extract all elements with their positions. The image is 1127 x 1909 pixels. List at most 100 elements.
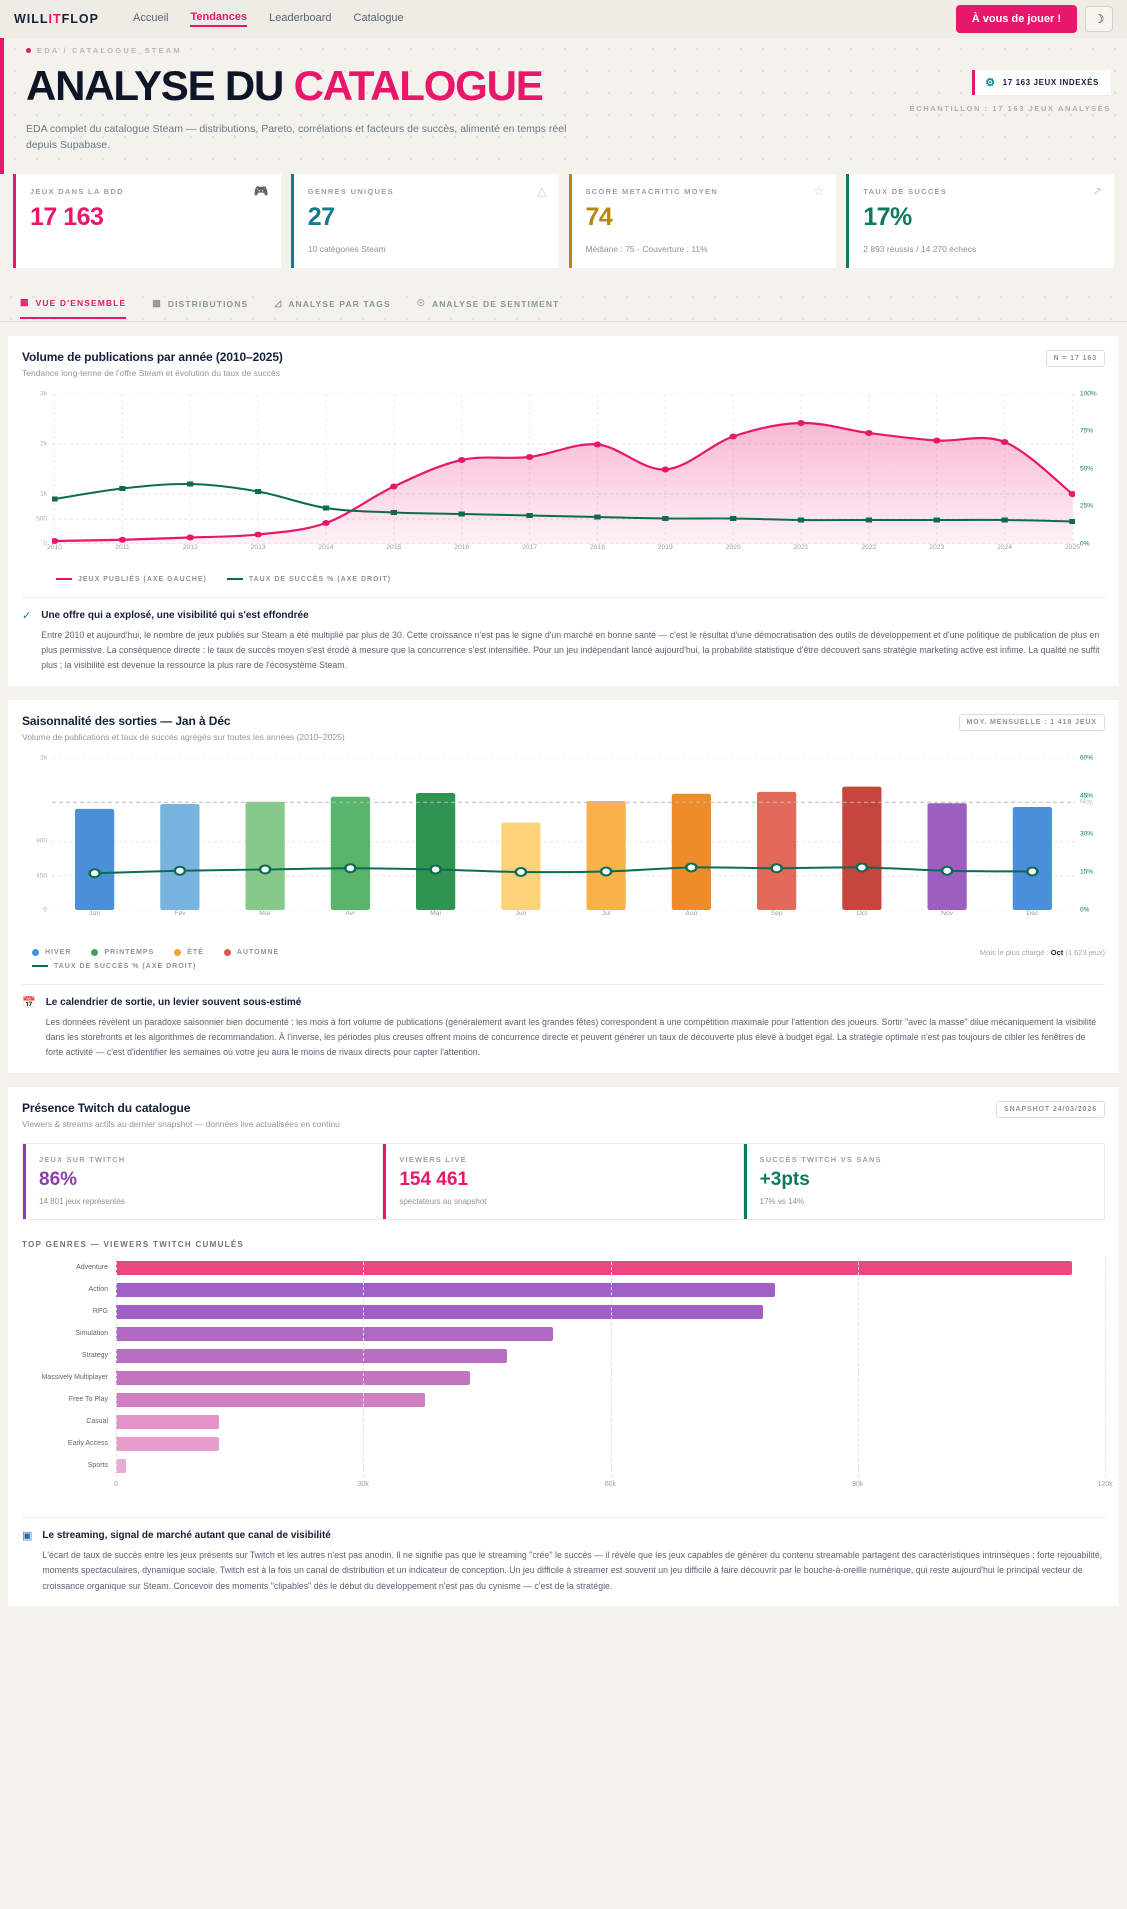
legend-swatch (32, 965, 48, 968)
bar-label: Free To Play (68, 1395, 108, 1403)
moon-icon[interactable]: ☽ (1085, 6, 1113, 32)
sentiment-icon: ☉ (416, 298, 426, 309)
bar-row: Massively Multiplayer (22, 1367, 1105, 1389)
hero-section: EDA / CATALOGUE_STEAM ANALYSE DU CATALOG… (0, 38, 1127, 174)
kpi-card-games: JEUX DANS LA BDD 🎮 17 163 (13, 173, 281, 268)
twitch-card-games: JEUX SUR TWITCH 86% 14 801 jeux représen… (23, 1143, 383, 1219)
x-tick: Nov (941, 909, 954, 917)
top-navigation: WILLITFLOP Accueil Tendances Leaderboard… (0, 0, 1127, 38)
tag-icon: ◿ (274, 298, 283, 309)
bottom-spacer (0, 1606, 1127, 1626)
tab-label: ANALYSE DE SENTIMENT (431, 298, 560, 309)
tab-label: DISTRIBUTIONS (167, 298, 249, 309)
stream-icon: ▣ (22, 1529, 33, 1542)
calendar-icon: 📅 (22, 996, 36, 1009)
callout-seasonality: 📅 Le calendrier de sortie, un levier sou… (22, 983, 1105, 1061)
panel-title: Présence Twitch du catalogue (22, 1100, 191, 1115)
twitch-card-label: JEUX SUR TWITCH (39, 1154, 126, 1164)
bar-label: Simulation (75, 1329, 108, 1337)
kpi-cards: JEUX DANS LA BDD 🎮 17 163 GENRES UNIQUES… (0, 173, 1127, 286)
legend-label: HIVER (45, 948, 72, 956)
kpi-card-success-rate: TAUX DE SUCCÈS ↗ 17% 2 893 réussis / 14 … (846, 173, 1114, 268)
page-title: ANALYSE DU CATALOGUE (26, 65, 544, 107)
x-axis-labels: 2010 2011 2012 2013 2014 2015 2016 2017 2018 2019… (47, 543, 1080, 558)
busiest-prefix: Mois le plus chargé : (979, 947, 1051, 957)
seasonality-line-legend: TAUX DE SUCCÈS % (AXE DROIT) (22, 963, 1105, 970)
callout-yearly: ✓ Une offre qui a explosé, une visibilit… (22, 596, 1105, 674)
y-tick: 500 (36, 515, 47, 523)
y-tick: 2k (40, 754, 47, 762)
monthly-average-badge: MOY. MENSUELLE : 1 418 JEUX (958, 713, 1105, 731)
x-tick: 2019 (657, 543, 673, 551)
panel-subtitle: Viewers & streams actifs au dernier snap… (22, 1118, 340, 1129)
x-tick: 2023 (929, 543, 945, 551)
twitch-stat-cards: JEUX SUR TWITCH 86% 14 801 jeux représen… (22, 1142, 1105, 1220)
logo-part-3: FLOP (61, 12, 99, 26)
indexed-games-label: 17 163 JEUX INDEXÉS (1002, 78, 1099, 87)
nav-link-tendances[interactable]: Tendances (190, 11, 248, 27)
bar-label: Action (88, 1285, 108, 1293)
hero-badges: ⚙ 17 163 JEUX INDEXÉS ÉCHANTILLON : 17 1… (910, 70, 1111, 113)
callout-title: Une offre qui a explosé, une visibilité … (41, 609, 309, 621)
legend-swatch (56, 578, 72, 581)
bar (116, 1392, 426, 1407)
breadcrumb-dot-icon (26, 48, 31, 53)
yearly-plot-area (52, 394, 1075, 544)
x-tick: Aoû (685, 909, 698, 917)
indexed-games-badge: ⚙ 17 163 JEUX INDEXÉS (972, 70, 1111, 95)
x-tick: 2016 (454, 543, 470, 551)
seasonality-legend: HIVER PRINTEMPS ÉTÉ AUTOMNE Mois le plus… (22, 948, 1105, 957)
top-genres-x-labels: 0 30k 60k 90k 120k (114, 1480, 1113, 1495)
breadcrumb: EDA / CATALOGUE_STEAM (26, 46, 1105, 55)
bar-label: Sports (87, 1461, 108, 1469)
average-annotation: Moy. (1080, 798, 1094, 806)
y2-tick: 75% (1080, 427, 1094, 435)
y2-tick: 15% (1080, 868, 1094, 876)
twitch-card-viewers: VIEWERS LIVE 154 461 spectateurs au snap… (383, 1143, 743, 1219)
kpi-label: GENRES UNIQUES (307, 186, 394, 196)
legend-swatch (223, 948, 231, 956)
x-tick: Jan (89, 909, 101, 917)
bar-track (116, 1433, 1105, 1455)
bar-track (116, 1345, 1105, 1367)
gamepad-icon: 🎮 (253, 183, 269, 198)
nav-link-catalogue[interactable]: Catalogue (353, 12, 404, 24)
tab-vue-densemble[interactable]: ▦ VUE D'ENSEMBLE (20, 297, 127, 320)
legend-item-printemps: PRINTEMPS (91, 948, 154, 956)
tab-distributions[interactable]: ▩ DISTRIBUTIONS (152, 298, 248, 318)
kpi-value: 17 163 (30, 202, 104, 231)
panel-seasonality: Saisonnalité des sorties — Jan à Déc Vol… (8, 699, 1119, 1073)
y-axis-left: 0 450 900 2k (22, 754, 50, 913)
legend-swatch (174, 948, 182, 956)
y-axis-right: 0% 15% 30% 45% 60% Moy. (1077, 754, 1105, 913)
busiest-month-note: Mois le plus chargé : Oct (1 623 jeux) (980, 948, 1105, 957)
nav-link-accueil[interactable]: Accueil (133, 12, 169, 24)
play-cta-button[interactable]: À vous de jouer ! (955, 5, 1077, 33)
panel-subtitle: Tendance long-terme de l'offre Steam et … (22, 367, 281, 378)
bar-track (116, 1367, 1105, 1389)
x-tick: Mar (259, 909, 271, 917)
tab-analyse-de-sentiment[interactable]: ☉ ANALYSE DE SENTIMENT (417, 298, 560, 318)
y-axis-right: 0% 25% 50% 75% 100% (1077, 390, 1105, 547)
bar-label: Early Access (67, 1439, 108, 1447)
y-tick: 900 (36, 837, 47, 845)
bar (116, 1326, 553, 1341)
x-tick: 0 (114, 1480, 118, 1488)
bar-row: Casual (22, 1411, 1105, 1433)
bar-track (116, 1257, 1105, 1279)
callout-body: Les données révèlent un paradoxe saisonn… (45, 1016, 1097, 1058)
app-logo[interactable]: WILLITFLOP (14, 12, 99, 26)
yearly-legend: JEUX PUBLIÉS (AXE GAUCHE) TAUX DE SUCCÈS… (22, 576, 1105, 583)
tab-analyse-par-tags[interactable]: ◿ ANALYSE PAR TAGS (274, 298, 391, 318)
seasonality-chart: 0 450 900 2k 0% 15% 30% 45% 60% Moy. Jan Fév Mar Av… (22, 754, 1105, 938)
callout-title: Le streaming, signal de marché autant qu… (42, 1529, 331, 1541)
x-tick: 2025 (1064, 543, 1081, 551)
bar (116, 1458, 126, 1473)
nav-link-leaderboard[interactable]: Leaderboard (269, 12, 332, 24)
x-axis-labels: Jan Fév Mar Avr Mai Jun Jul Aoû Sep Oct Nov Déc (52, 910, 1075, 924)
kpi-value: 17% (863, 202, 912, 231)
legend-label: ÉTÉ (187, 948, 204, 956)
tab-label: VUE D'ENSEMBLE (35, 297, 127, 308)
y2-tick: 100% (1080, 390, 1097, 398)
star-icon: ☆ (813, 183, 825, 198)
